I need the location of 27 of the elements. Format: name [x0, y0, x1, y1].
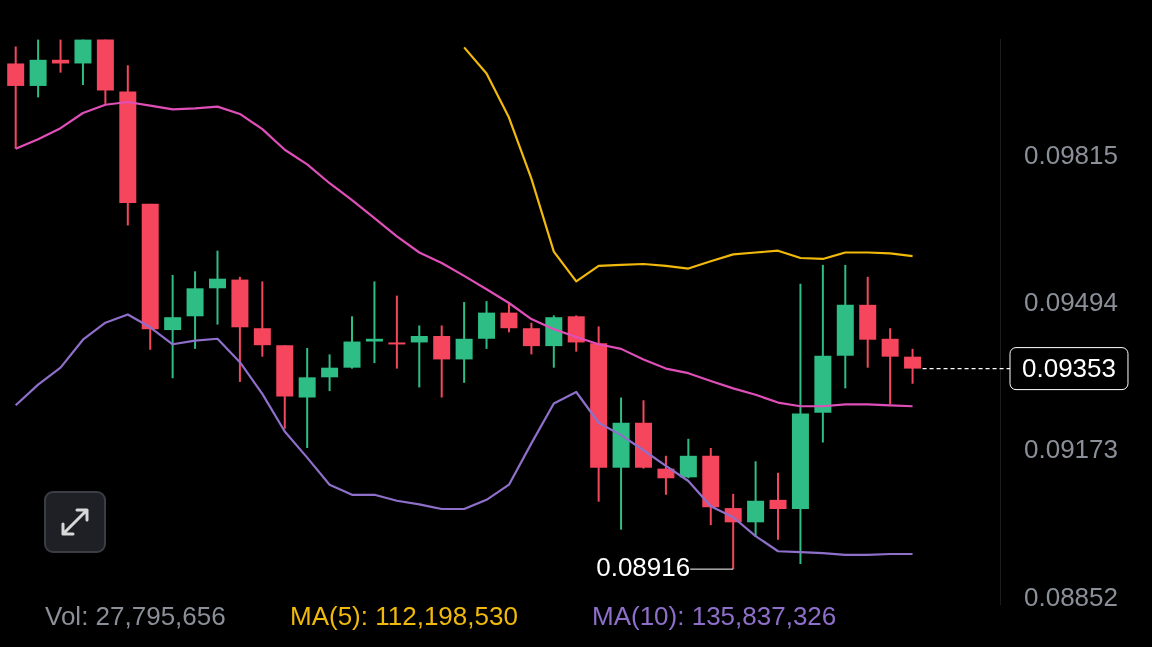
candlestick — [253, 280, 271, 358]
candlestick — [74, 38, 92, 87]
candlestick — [321, 353, 339, 393]
candlestick — [164, 274, 182, 380]
candlestick — [410, 324, 428, 389]
y-tick-label: 0.09173 — [1024, 434, 1118, 465]
candlestick — [904, 347, 922, 385]
candlestick — [365, 280, 383, 365]
candlestick — [455, 301, 473, 384]
candlestick — [298, 346, 316, 449]
candlestick — [679, 437, 697, 480]
ref-line-label: 0.09353 — [1022, 352, 1116, 383]
candlestick — [500, 301, 518, 334]
candlestick — [433, 324, 451, 399]
candlestick — [881, 327, 899, 406]
candlestick — [522, 321, 540, 356]
y-tick-label: 0.09494 — [1024, 287, 1118, 318]
annotation: 0.08916 — [596, 552, 691, 583]
annotation: Vol: 27,795,656 — [45, 601, 226, 632]
candlestick — [388, 294, 406, 370]
candlestick — [769, 471, 787, 541]
annotation: MA(5): 112,198,530 — [290, 601, 518, 632]
candlestick — [7, 45, 25, 150]
candlestick — [208, 249, 226, 326]
y-tick-label: 0.09815 — [1024, 139, 1118, 170]
annotation: MA(10): 135,837,326 — [592, 601, 837, 632]
y-tick-label: 0.08852 — [1024, 581, 1118, 612]
